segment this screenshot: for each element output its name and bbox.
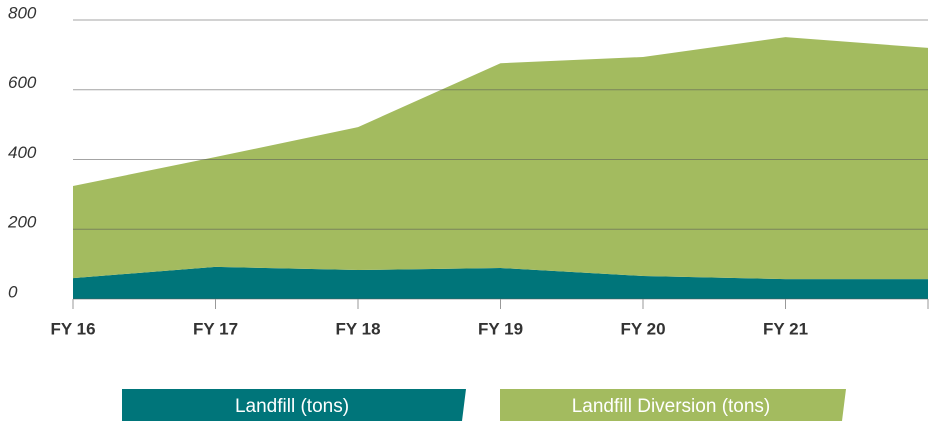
y-tick-label: 800 [8,3,37,22]
x-tick-label: FY 20 [620,319,665,338]
y-tick-label: 400 [8,143,37,162]
area [73,266,928,299]
legend-label: Landfill Diversion (tons) [572,396,771,417]
x-tick-label: FY 21 [763,319,808,338]
y-tick-label: 0 [8,282,18,301]
legend-swatch [500,389,846,421]
legend-swatch [122,389,466,421]
legend-label: Landfill (tons) [235,396,349,417]
x-tick-label: FY 17 [193,319,238,338]
x-tick-label: FY 16 [50,319,95,338]
area [73,37,928,280]
y-tick-label: 200 [7,213,37,232]
x-tick-label: FY 18 [335,319,380,338]
y-tick-label: 600 [8,73,37,92]
x-tick-label: FY 19 [478,319,523,338]
